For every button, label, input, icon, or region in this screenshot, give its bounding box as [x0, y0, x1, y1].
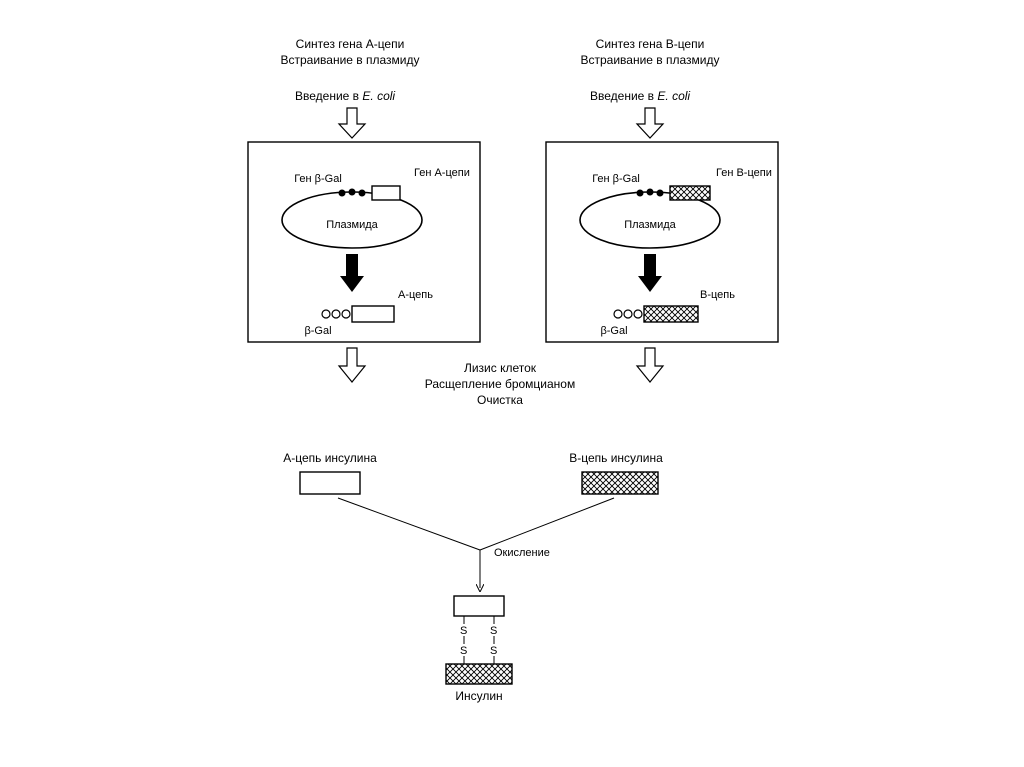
- left-header-1: Синтез гена А-цепи: [296, 37, 405, 51]
- svg-text:Плазмида: Плазмида: [624, 219, 676, 231]
- open-arrow-left-2: [339, 348, 365, 382]
- svg-text:Ген β-Gal: Ген β-Gal: [294, 173, 342, 185]
- converge-lines: [338, 498, 614, 588]
- left-intro: Введение в E. coli: [295, 89, 395, 103]
- svg-text:Плазмида: Плазмида: [326, 219, 378, 231]
- svg-text:S: S: [490, 645, 497, 657]
- center-text-2: Расщепление бромцианом: [425, 377, 575, 391]
- b-insulin-box: [582, 472, 658, 494]
- svg-text:S: S: [490, 625, 497, 637]
- svg-text:В-цепь: В-цепь: [700, 289, 735, 301]
- oxidation-label: Окисление: [494, 547, 550, 559]
- left-plasmid: Плазмида Ген β-Gal Ген А-цепи: [282, 167, 470, 248]
- left-header-2: Встраивание в плазмиду: [280, 53, 419, 67]
- right-product: В-цепь β-Gal: [600, 289, 735, 337]
- right-intro: Введение в E. coli: [590, 89, 690, 103]
- right-header-1: Синтез гена В-цепи: [596, 37, 705, 51]
- insulin-synthesis-diagram: Синтез гена А-цепи Встраивание в плазмид…: [0, 0, 1024, 767]
- svg-text:S: S: [460, 645, 467, 657]
- a-insulin-label: А-цепь инсулина: [283, 451, 377, 465]
- svg-text:Ген β-Gal: Ген β-Gal: [592, 173, 640, 185]
- solid-arrow-left: [340, 254, 364, 292]
- final-insulin: S S S S Инсулин: [446, 596, 512, 703]
- svg-text:Ген В-цепи: Ген В-цепи: [716, 167, 772, 179]
- open-arrow-right-1: [637, 108, 663, 138]
- open-arrow-right-2: [637, 348, 663, 382]
- b-insulin-label: В-цепь инсулина: [569, 451, 663, 465]
- svg-text:S: S: [460, 625, 467, 637]
- center-text-3: Очистка: [477, 393, 523, 407]
- svg-text:β-Gal: β-Gal: [600, 325, 627, 337]
- center-text-1: Лизис клеток: [464, 361, 537, 375]
- svg-text:А-цепь: А-цепь: [398, 289, 433, 301]
- open-arrow-left-1: [339, 108, 365, 138]
- svg-text:Инсулин: Инсулин: [455, 689, 502, 703]
- svg-text:Ген А-цепи: Ген А-цепи: [414, 167, 470, 179]
- a-insulin-box: [300, 472, 360, 494]
- left-product: А-цепь β-Gal: [304, 289, 433, 337]
- right-plasmid: Плазмида Ген β-Gal Ген В-цепи: [580, 167, 772, 248]
- solid-arrow-right: [638, 254, 662, 292]
- right-header-2: Встраивание в плазмиду: [580, 53, 719, 67]
- svg-text:β-Gal: β-Gal: [304, 325, 331, 337]
